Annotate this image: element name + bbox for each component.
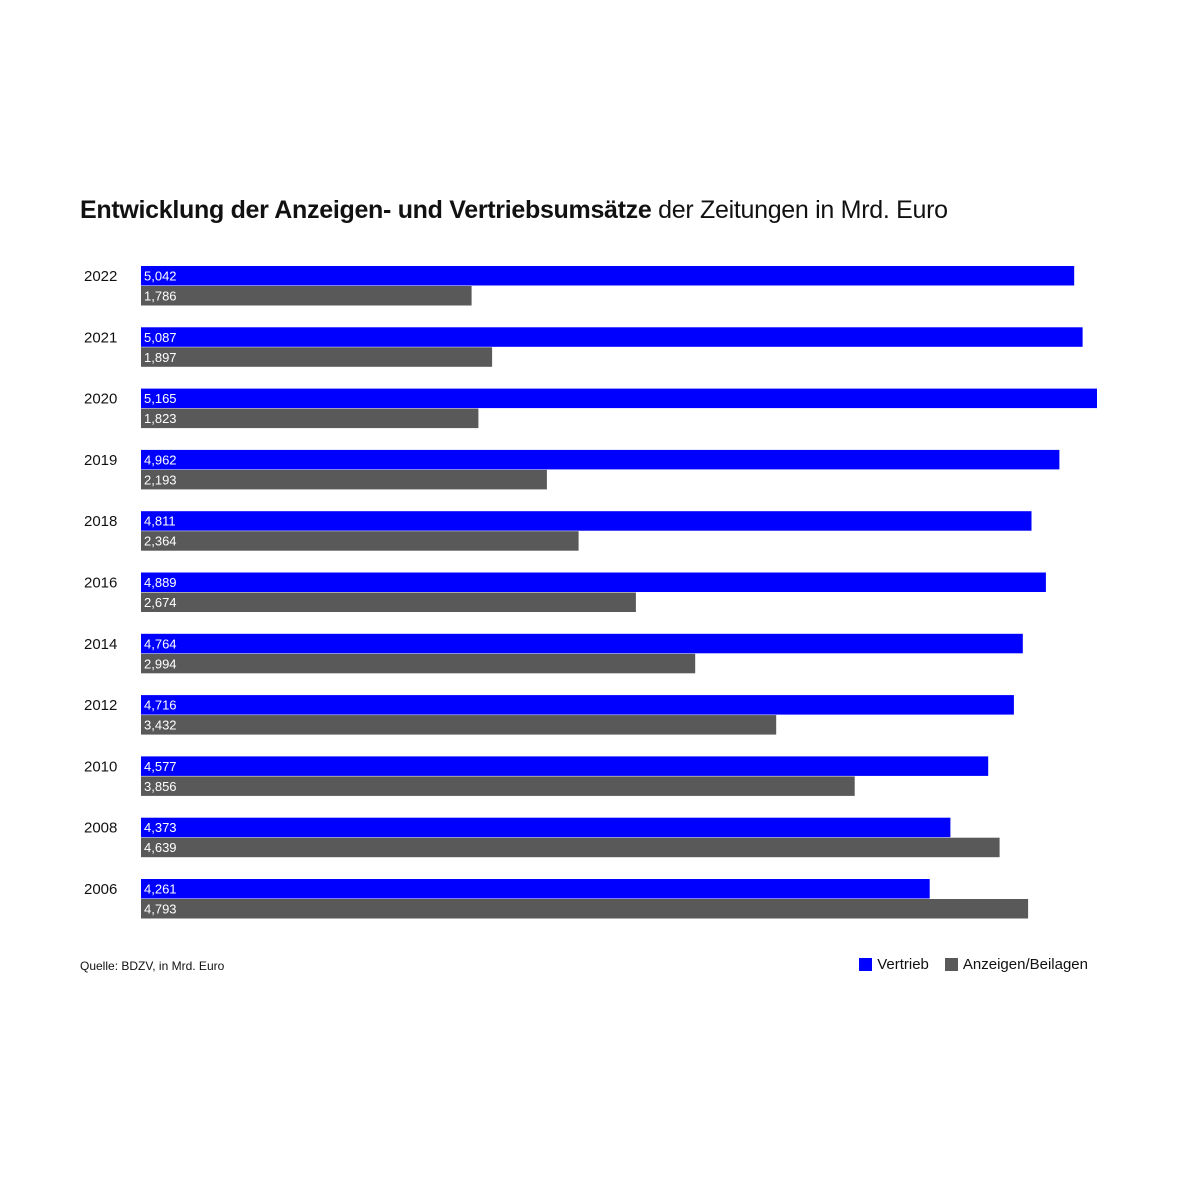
year-label-2008: 2008 bbox=[84, 820, 117, 837]
bar-anzeigen-2022 bbox=[141, 286, 472, 306]
bar-vertrieb-2010 bbox=[141, 756, 989, 776]
bar-vertrieb-2020 bbox=[141, 388, 1097, 409]
bar-anzeigen-2018 bbox=[141, 531, 579, 551]
bar-label-vertrieb-2012: 4,716 bbox=[144, 698, 177, 713]
bar-label-vertrieb-2018: 4,811 bbox=[144, 514, 176, 529]
bar-label-vertrieb-2016: 4,889 bbox=[144, 575, 177, 590]
year-label-2010: 2010 bbox=[84, 758, 117, 775]
bar-anzeigen-2008 bbox=[141, 837, 1000, 858]
bar-label-anzeigen-2022: 1,786 bbox=[144, 289, 177, 304]
bar-anzeigen-2006 bbox=[141, 899, 1029, 919]
bar-vertrieb-2016 bbox=[141, 572, 1046, 592]
legend-item-anzeigen: Anzeigen/Beilagen bbox=[944, 956, 1088, 973]
bar-anzeigen-2020 bbox=[141, 408, 479, 429]
bar-anzeigen-2016 bbox=[141, 592, 636, 612]
chart-title-bold: Entwicklung der Anzeigen- und Vertriebsu… bbox=[80, 196, 652, 224]
bar-label-vertrieb-2019: 4,962 bbox=[144, 452, 177, 467]
year-label-2006: 2006 bbox=[84, 881, 117, 898]
bar-vertrieb-2019 bbox=[141, 449, 1060, 470]
bar-anzeigen-2019 bbox=[141, 469, 547, 490]
bar-label-anzeigen-2010: 3,856 bbox=[144, 779, 177, 794]
bar-vertrieb-2021 bbox=[141, 327, 1083, 347]
bar-label-anzeigen-2019: 2,193 bbox=[144, 472, 177, 487]
year-label-2014: 2014 bbox=[84, 636, 117, 653]
bar-label-vertrieb-2021: 5,087 bbox=[144, 330, 177, 345]
chart-legend: Vertrieb Anzeigen/Beilagen bbox=[843, 956, 1088, 973]
legend-swatch-vertrieb bbox=[859, 958, 873, 971]
legend-label-anzeigen: Anzeigen/Beilagen bbox=[962, 956, 1088, 973]
bar-vertrieb-2006 bbox=[141, 879, 930, 899]
bar-label-anzeigen-2021: 1,897 bbox=[144, 350, 177, 365]
bar-label-vertrieb-2020: 5,165 bbox=[144, 391, 177, 406]
bar-label-anzeigen-2006: 4,793 bbox=[144, 902, 177, 917]
bar-label-anzeigen-2020: 1,823 bbox=[144, 411, 177, 426]
bar-vertrieb-2014 bbox=[141, 633, 1023, 654]
legend-label-vertrieb: Vertrieb bbox=[877, 956, 929, 973]
year-label-2020: 2020 bbox=[84, 391, 117, 408]
year-label-2018: 2018 bbox=[84, 513, 117, 530]
bar-label-anzeigen-2014: 2,994 bbox=[144, 656, 177, 671]
bar-label-anzeigen-2012: 3,432 bbox=[144, 718, 177, 733]
year-label-2022: 2022 bbox=[84, 268, 117, 285]
bar-label-anzeigen-2018: 2,364 bbox=[144, 534, 177, 549]
bar-label-vertrieb-2014: 4,764 bbox=[144, 636, 177, 651]
bar-label-vertrieb-2008: 4,373 bbox=[144, 820, 177, 835]
chart-title: Entwicklung der Anzeigen- und Vertriebsu… bbox=[80, 196, 948, 225]
legend-swatch-anzeigen bbox=[944, 958, 958, 971]
year-label-2019: 2019 bbox=[84, 452, 117, 469]
bar-label-vertrieb-2022: 5,042 bbox=[144, 269, 177, 284]
bar-label-anzeigen-2008: 4,639 bbox=[144, 840, 177, 855]
bar-vertrieb-2012 bbox=[141, 695, 1014, 715]
year-label-2012: 2012 bbox=[84, 697, 117, 714]
bar-label-vertrieb-2010: 4,577 bbox=[144, 759, 177, 774]
chart-title-rest: der Zeitungen in Mrd. Euro bbox=[651, 196, 948, 224]
bar-vertrieb-2022 bbox=[141, 266, 1075, 286]
bar-label-vertrieb-2006: 4,261 bbox=[144, 882, 177, 897]
year-label-2021: 2021 bbox=[84, 329, 117, 346]
bar-anzeigen-2012 bbox=[141, 715, 777, 735]
source-note: Quelle: BDZV, in Mrd. Euro bbox=[80, 959, 225, 973]
bar-anzeigen-2014 bbox=[141, 653, 696, 674]
bar-vertrieb-2018 bbox=[141, 511, 1032, 531]
bar-anzeigen-2021 bbox=[141, 347, 493, 367]
bar-label-anzeigen-2016: 2,674 bbox=[144, 595, 177, 610]
legend-item-vertrieb: Vertrieb bbox=[859, 956, 929, 973]
bar-vertrieb-2008 bbox=[141, 817, 951, 838]
bar-anzeigen-2010 bbox=[141, 776, 855, 796]
year-label-2016: 2016 bbox=[84, 575, 117, 592]
